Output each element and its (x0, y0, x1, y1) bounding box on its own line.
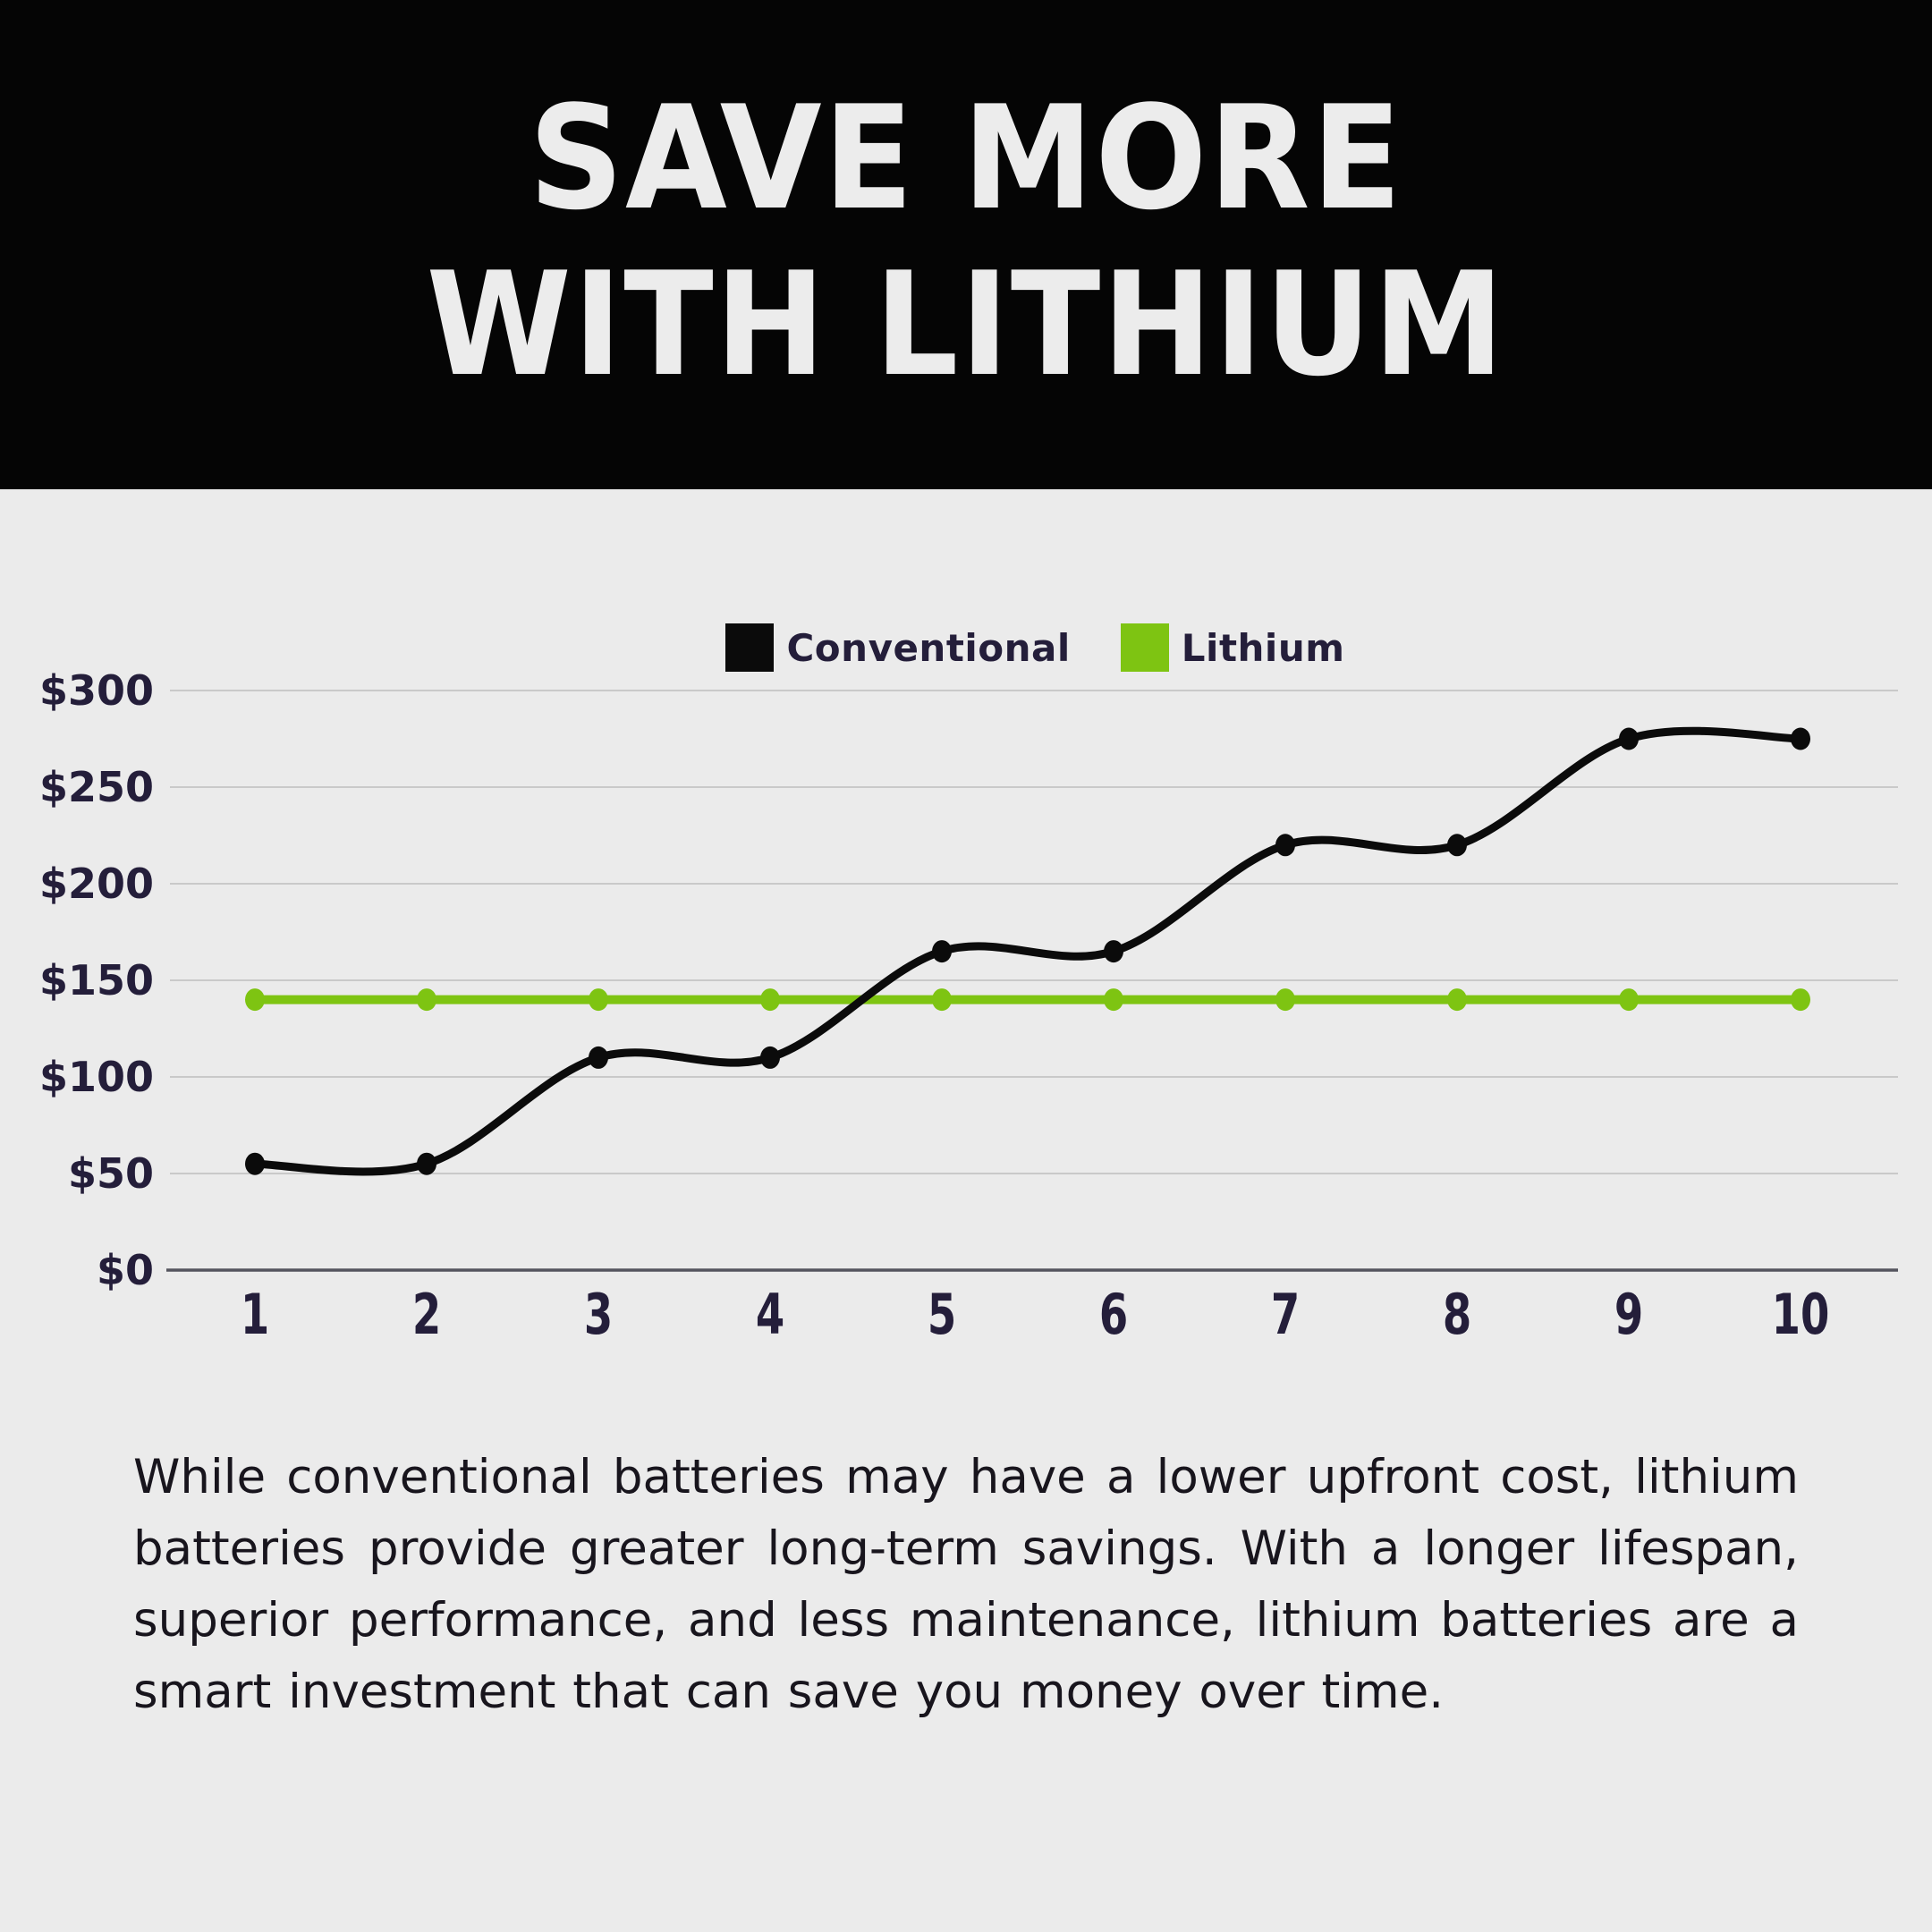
series-line-conventional (250, 726, 1805, 1176)
x-tick: 2 (412, 1282, 441, 1346)
y-tick-label: $200 (39, 860, 154, 908)
data-point-conventional (932, 940, 952, 963)
chart-legend: Conventional Lithium (173, 621, 1898, 674)
data-point-lithium (417, 988, 436, 1012)
y-tick-label: $150 (39, 956, 154, 1004)
y-tick-label: $50 (68, 1149, 154, 1198)
data-point-lithium (1447, 988, 1467, 1012)
data-point-lithium (760, 988, 780, 1012)
savings-line-chart: $0 $50 $100 $150 $200 $250 $300 1 2 3 4 5 6 7 8 9 10 (39, 666, 1898, 1347)
data-point-lithium (245, 988, 265, 1012)
x-tick: 4 (756, 1282, 784, 1346)
x-tick: 1 (241, 1282, 269, 1346)
legend-swatch-conventional (725, 623, 775, 672)
data-point-lithium (1275, 988, 1295, 1012)
title-line-2: WITH LITHIUM (426, 241, 1506, 408)
data-point-conventional (1619, 727, 1639, 750)
description-paragraph: While conventional batteries may have a … (133, 1450, 1799, 1719)
x-tick: 5 (928, 1282, 956, 1346)
x-tick-label: 10 (1772, 1282, 1830, 1346)
header-banner: SAVE MORE WITH LITHIUM (0, 0, 1932, 489)
x-tick: 3 (584, 1282, 613, 1346)
data-point-conventional (417, 1152, 436, 1175)
page-title: SAVE MORE WITH LITHIUM (77, 75, 1854, 408)
legend-swatch-lithium (1120, 623, 1169, 672)
x-tick-label: 5 (928, 1282, 956, 1346)
x-tick-label: 7 (1271, 1282, 1300, 1346)
legend-item-lithium: Lithium (1120, 623, 1345, 672)
x-tick: 9 (1614, 1282, 1643, 1346)
data-point-conventional (1275, 834, 1295, 857)
data-point-conventional (1791, 727, 1810, 750)
x-tick-label: 2 (412, 1282, 441, 1346)
y-tick-label: $0 (97, 1246, 154, 1294)
legend-item-conventional: Conventional (725, 623, 1070, 672)
y-tick-label: $300 (39, 666, 154, 715)
x-tick: 8 (1443, 1282, 1471, 1346)
x-tick: 10 (1772, 1282, 1830, 1346)
y-tick-label: $100 (39, 1053, 154, 1101)
data-point-conventional (589, 1046, 608, 1069)
x-tick-label: 3 (584, 1282, 613, 1346)
x-tick-label: 9 (1614, 1282, 1643, 1346)
data-point-lithium (589, 988, 608, 1012)
x-tick-label: 8 (1443, 1282, 1471, 1346)
data-point-lithium (1619, 988, 1639, 1012)
data-point-lithium (1104, 988, 1123, 1012)
x-tick-label: 1 (241, 1282, 269, 1346)
legend-label-conventional: Conventional (786, 625, 1071, 670)
title-line-1: SAVE MORE (529, 74, 1403, 242)
data-point-conventional (760, 1046, 780, 1069)
x-tick: 7 (1271, 1282, 1300, 1346)
data-point-conventional (1447, 834, 1467, 857)
legend-label-lithium: Lithium (1181, 625, 1345, 670)
data-point-lithium (932, 988, 952, 1012)
data-point-lithium (1791, 988, 1810, 1012)
data-point-conventional (245, 1152, 265, 1175)
data-point-conventional (1104, 940, 1123, 963)
x-tick-label: 4 (756, 1282, 784, 1346)
x-tick: 6 (1099, 1282, 1128, 1346)
x-tick-label: 6 (1099, 1282, 1128, 1346)
y-tick-label: $250 (39, 763, 154, 811)
